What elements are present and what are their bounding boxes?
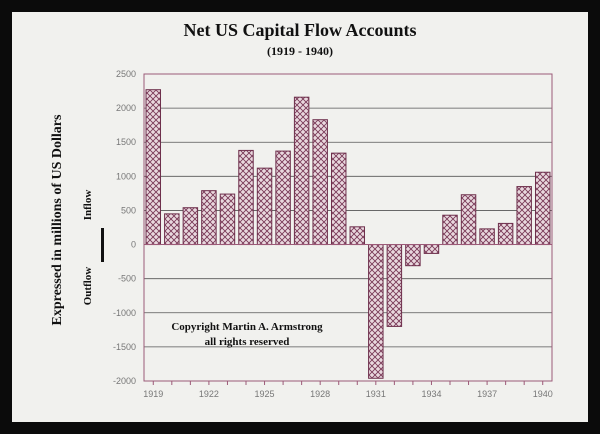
bar-1929 xyxy=(330,152,347,246)
bar-1940 xyxy=(534,171,551,246)
bar-1924 xyxy=(238,149,254,246)
y-tick-label: 2500 xyxy=(116,69,136,79)
bar-1921 xyxy=(182,207,199,246)
bar-1920 xyxy=(164,213,180,246)
x-tick-label: 1928 xyxy=(310,389,330,399)
x-tick-label: 1937 xyxy=(477,389,497,399)
y-tick-label: -500 xyxy=(118,274,136,284)
y-tick-label: 1000 xyxy=(116,171,136,181)
bar-1937 xyxy=(479,228,495,246)
y-axis-label: Expressed in millions of US Dollars xyxy=(50,114,65,326)
bar-1939 xyxy=(516,186,532,246)
inflow-label: Inflow xyxy=(82,189,94,221)
inflow-outflow-divider xyxy=(101,228,104,262)
x-tick-label: 1934 xyxy=(421,389,441,399)
bar-1938 xyxy=(497,222,514,246)
y-tick-label: 0 xyxy=(131,240,136,250)
bar-1926 xyxy=(275,150,291,246)
x-tick-label: 1919 xyxy=(143,389,163,399)
x-tick-label: 1922 xyxy=(199,389,219,399)
y-tick-label: -1500 xyxy=(113,342,136,352)
y-tick-label: 500 xyxy=(121,205,136,215)
x-tick-label: 1940 xyxy=(533,389,553,399)
y-tick-label: 1500 xyxy=(116,137,136,147)
x-tick-label: 1931 xyxy=(366,389,386,399)
bar-1928 xyxy=(312,119,328,246)
y-tick-label: 2000 xyxy=(116,103,136,113)
bar-1934 xyxy=(423,244,440,254)
chart-title: Net US Capital Flow Accounts xyxy=(183,20,417,40)
bar-1922 xyxy=(201,190,217,246)
chart-subtitle: (1919 - 1940) xyxy=(267,44,333,58)
y-tick-label: -1000 xyxy=(113,308,136,318)
bar-1925 xyxy=(256,167,273,246)
bar-1919 xyxy=(145,89,162,246)
bar-1927 xyxy=(293,96,310,246)
bar-1930 xyxy=(349,226,366,246)
bar-1936 xyxy=(460,194,477,246)
bar-1923 xyxy=(219,193,236,246)
y-tick-labels: 2500 2000 1500 1000 500 0 -500 -1000 -1500 -2000 xyxy=(113,69,136,386)
axes xyxy=(143,73,553,385)
x-tick-label: 1925 xyxy=(255,389,275,399)
copyright-line-2: all rights reserved xyxy=(204,336,290,348)
copyright-line-1: Copyright Martin A. Armstrong xyxy=(171,321,323,333)
bar-1933 xyxy=(405,244,421,267)
plot-frame xyxy=(143,73,553,382)
bar-1932 xyxy=(386,244,403,327)
outflow-label: Outflow xyxy=(82,266,94,306)
x-tick-labels: 1919 1922 1925 1928 1931 1934 1937 1940 xyxy=(143,389,552,399)
bar-1931 xyxy=(368,244,384,379)
bar-1935 xyxy=(442,214,458,246)
y-tick-label: -2000 xyxy=(113,376,136,386)
copyright-note: Copyright Martin A. Armstrong all rights… xyxy=(152,320,342,350)
